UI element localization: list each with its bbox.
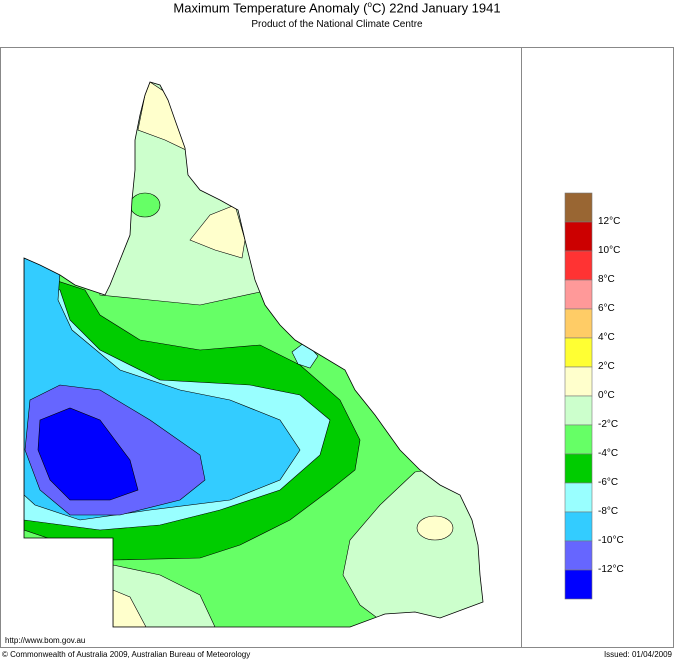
legend-divider	[521, 47, 522, 647]
copyright: © Commonwealth of Australia 2009, Austra…	[2, 650, 251, 659]
legend-label: -10°C	[598, 535, 624, 546]
legend-swatch	[564, 337, 593, 368]
issued-date: Issued: 01/04/2009	[603, 650, 672, 659]
legend-label: 10°C	[598, 245, 621, 256]
map-subtitle: Product of the National Climate Centre	[251, 19, 423, 30]
legend-color-scale	[564, 192, 593, 600]
legend-label: -6°C	[598, 477, 619, 488]
legend-swatch	[564, 308, 593, 339]
contour-minus2-to-0-north	[89, 82, 301, 306]
legend-swatch	[564, 511, 593, 542]
legend-label: -2°C	[598, 419, 619, 430]
legend-swatch	[564, 482, 593, 513]
queensland-outline	[23, 81, 484, 628]
legend-swatch	[564, 221, 593, 252]
contour-0-to-2-southeast	[416, 515, 454, 541]
bom-url: http://www.bom.gov.au	[5, 636, 86, 645]
legend-swatch	[564, 192, 593, 223]
legend-swatch	[564, 366, 593, 397]
legend-label: 2°C	[598, 361, 615, 372]
legend-swatch	[564, 424, 593, 455]
legend-swatch	[564, 279, 593, 310]
map-title: Maximum Temperature Anomaly (oC) 22nd Ja…	[173, 0, 501, 16]
legend-swatch	[564, 395, 593, 426]
contour-below-minus12	[37, 407, 139, 501]
legend-label: -8°C	[598, 506, 619, 517]
legend-label: 0°C	[598, 390, 615, 401]
legend-label: -12°C	[598, 564, 624, 575]
legend-label: 12°C	[598, 216, 621, 227]
legend-label: 6°C	[598, 303, 615, 314]
contour-minus2-to-0-southeast	[342, 459, 483, 621]
legend-label: -4°C	[598, 448, 619, 459]
legend-swatch	[564, 540, 593, 571]
legend-swatch	[564, 569, 593, 600]
legend-label: 8°C	[598, 274, 615, 285]
legend-swatch	[564, 453, 593, 484]
contour-minus4-patch	[129, 192, 161, 218]
legend-label: 4°C	[598, 332, 615, 343]
legend-swatch	[564, 250, 593, 281]
